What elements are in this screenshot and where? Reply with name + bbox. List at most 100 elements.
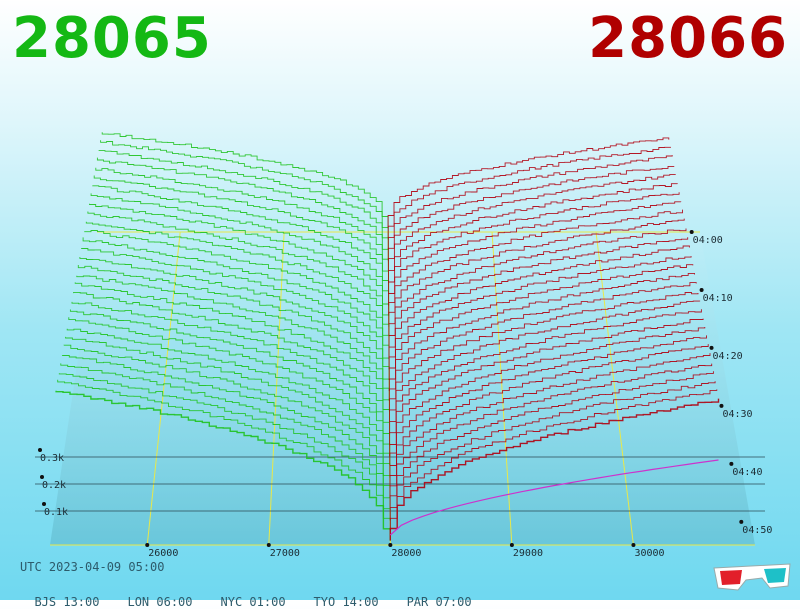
- y-tick-label: 0.1k: [44, 507, 68, 518]
- ask-depth-snapshot: [389, 389, 718, 531]
- clock-lon: LON 06:00: [127, 595, 193, 609]
- ask-depth-snapshot: [387, 155, 673, 250]
- time-tick-label: 04:20: [713, 351, 743, 362]
- bid-depth-snapshot: [71, 301, 391, 435]
- bid-depth-snapshot: [76, 275, 390, 401]
- time-tick-marker: [739, 519, 744, 524]
- ask-depth-snapshot: [389, 363, 713, 498]
- ask-current-outline: [389, 459, 719, 536]
- x-tick-marker: [266, 543, 271, 547]
- ask-depth-snapshot: [388, 272, 695, 391]
- bid-depth-snapshot: [66, 328, 391, 466]
- bid-depth-snapshot: [101, 132, 389, 229]
- bid-depth-snapshot: [93, 175, 389, 284]
- time-tick-marker: [709, 345, 714, 350]
- bid-depth-snapshot: [89, 203, 390, 316]
- clock-nyc: NYC 01:00: [220, 595, 286, 609]
- ask-depth-snapshot: [388, 282, 697, 401]
- bid-depth-snapshot: [65, 336, 391, 476]
- y-tick-marker: [42, 502, 46, 506]
- x-tick-label: 26000: [148, 548, 178, 559]
- x-tick-label: 28000: [391, 548, 421, 559]
- y-tick-label: 0.2k: [42, 480, 66, 491]
- ask-depth-snapshot: [388, 228, 687, 336]
- time-tick-label: 04:50: [742, 525, 772, 536]
- bid-depth-snapshot: [77, 265, 390, 392]
- time-tick-label: 04:00: [693, 235, 723, 246]
- ask-depth-snapshot: [387, 165, 675, 261]
- time-tick-marker: [699, 287, 704, 292]
- ask-depth-snapshot: [389, 353, 711, 488]
- ask-depth-snapshot: [389, 300, 701, 422]
- price-gridline: [595, 231, 634, 546]
- x-tick-marker: [631, 543, 636, 547]
- bid-depth-snapshot: [98, 150, 389, 250]
- time-tick-marker: [689, 230, 694, 234]
- bid-depth-snapshot: [95, 167, 389, 272]
- bid-depth-snapshot: [57, 379, 391, 531]
- world-clocks: BJS 13:00 LON 06:00 NYC 01:00 TYO 14:00 PAR …: [20, 581, 500, 609]
- bid-depth-snapshot: [81, 248, 390, 371]
- ask-depth-snapshot: [389, 381, 716, 520]
- bid-depth-snapshot: [90, 193, 390, 303]
- utc-time: UTC 2023-04-09 05:00: [20, 560, 165, 574]
- y-tick-label: 0.3k: [40, 453, 64, 464]
- bid-depth-snapshot: [74, 282, 390, 412]
- ask-depth-snapshot: [389, 398, 720, 541]
- bid-depth-snapshot: [85, 221, 390, 337]
- y-tick-marker: [40, 475, 44, 479]
- bid-depth-snapshot: [61, 355, 391, 498]
- ask-depth-snapshot: [389, 327, 706, 457]
- time-tick-label: 04:30: [722, 409, 752, 420]
- price-gridline: [146, 231, 181, 546]
- x-tick-marker: [145, 543, 150, 547]
- bid-depth-snapshot: [87, 211, 390, 327]
- 3d-glasses-icon[interactable]: [712, 558, 792, 594]
- bid-depth-snapshot: [82, 237, 390, 358]
- ask-depth-snapshot: [388, 264, 694, 380]
- ask-depth-snapshot: [388, 245, 690, 360]
- bid-depth-snapshot: [63, 344, 391, 488]
- ask-depth-snapshot: [387, 146, 671, 239]
- bid-depth-snapshot: [84, 230, 390, 348]
- x-tick-marker: [509, 543, 514, 547]
- bid-depth-snapshot: [96, 157, 389, 262]
- bid-depth-snapshot: [79, 257, 390, 379]
- time-tick-label: 04:10: [703, 293, 733, 304]
- ask-depth-snapshot: [388, 218, 685, 325]
- x-tick-marker: [388, 543, 393, 547]
- y-tick-marker: [38, 448, 42, 452]
- ask-depth-snapshot: [389, 371, 714, 508]
- bid-depth-snapshot: [60, 363, 391, 510]
- ask-depth-snapshot: [389, 318, 704, 445]
- bid-price: 28065: [12, 6, 212, 71]
- time-tick-marker: [729, 461, 734, 466]
- clock-tyo: TYO 14:00: [313, 595, 379, 609]
- ask-depth-snapshot: [387, 137, 670, 228]
- bid-depth-snapshot: [73, 291, 390, 422]
- clock-par: PAR 07:00: [406, 595, 472, 609]
- ask-depth-snapshot: [388, 192, 680, 294]
- bid-depth-snapshot: [55, 390, 391, 541]
- ask-depth-snapshot: [388, 256, 692, 369]
- clock-bjs: BJS 13:00: [34, 595, 100, 609]
- ask-price: 28066: [588, 6, 788, 71]
- x-tick-label: 27000: [270, 548, 300, 559]
- time-tick-label: 04:40: [732, 467, 762, 478]
- x-tick-label: 29000: [513, 548, 543, 559]
- ask-depth-snapshot: [389, 344, 709, 478]
- price-gridline: [268, 231, 285, 546]
- bid-depth-snapshot: [100, 140, 389, 240]
- ask-depth-snapshot: [388, 209, 683, 315]
- ask-depth-snapshot: [389, 309, 702, 434]
- ask-depth-snapshot: [388, 237, 689, 348]
- x-tick-label: 30000: [634, 548, 664, 559]
- ask-depth-snapshot: [388, 183, 678, 283]
- bid-depth-snapshot: [58, 373, 391, 521]
- bid-depth-snapshot: [92, 185, 390, 293]
- bid-depth-snapshot: [68, 317, 391, 457]
- ask-depth-snapshot: [388, 201, 682, 306]
- ask-depth-snapshot: [388, 292, 699, 411]
- time-tick-marker: [719, 403, 724, 408]
